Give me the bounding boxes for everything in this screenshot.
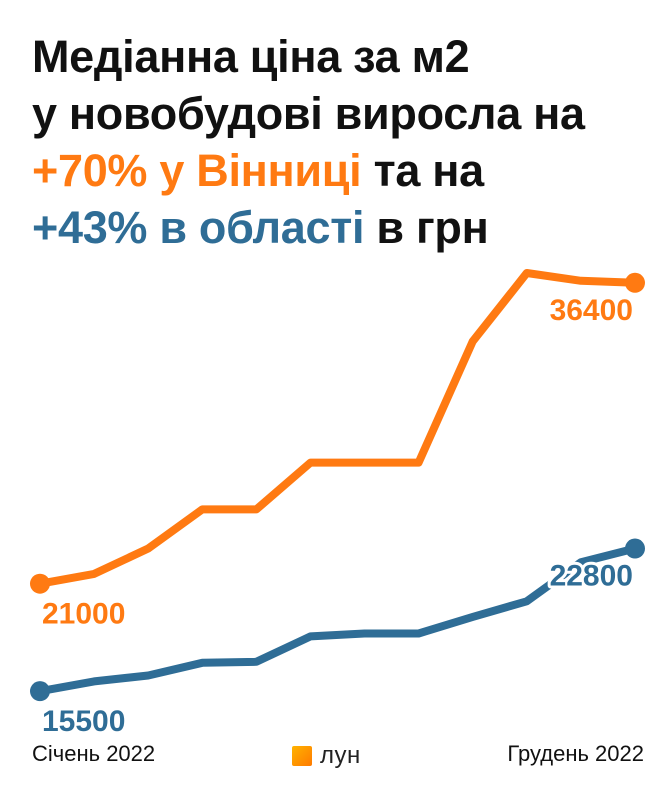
headline-line-3-rest: та на — [361, 145, 485, 196]
headline: Медіанна ціна за м2 у новобудові виросла… — [32, 28, 652, 256]
series-start-label-vinnytsia: 21000 — [42, 598, 125, 631]
series-start-label-oblast: 15500 — [42, 705, 125, 738]
x-axis-end-label: Грудень 2022 — [507, 741, 644, 766]
headline-line-4: +43% в області в грн — [32, 199, 652, 256]
headline-line-3: +70% у Вінниці та на — [32, 142, 652, 199]
series-start-point-oblast — [30, 681, 50, 702]
series-end-point-oblast — [625, 538, 645, 559]
lun-logo: лун — [292, 742, 361, 770]
series-line-vinnytsia — [36, 269, 639, 588]
lun-logo-square-icon — [292, 746, 312, 766]
series-end-label-vinnytsia: 36400 — [550, 294, 633, 327]
headline-line-2: у новобудові виросла на — [32, 88, 585, 139]
series-end-point-vinnytsia — [625, 272, 645, 293]
headline-line-4-rest: в грн — [364, 202, 489, 253]
series-line-oblast — [36, 544, 639, 696]
x-axis-start-label: Січень 2022 — [32, 741, 156, 766]
series-end-label-oblast: 22800 — [550, 560, 633, 593]
lun-logo-text: лун — [320, 742, 361, 769]
headline-line-1: Медіанна ціна за м2 — [32, 31, 470, 82]
headline-oblast-highlight: +43% в області — [32, 202, 365, 253]
headline-vinnytsia-highlight: +70% у Вінниці — [32, 145, 362, 196]
series-start-point-vinnytsia — [30, 573, 50, 594]
